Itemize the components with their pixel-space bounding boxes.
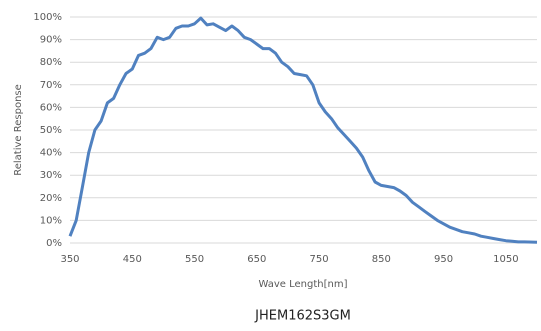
y-tick-label: 70% [40, 80, 62, 91]
chart-title: JHEM162S3GM [254, 309, 351, 324]
y-tick-label: 30% [40, 170, 62, 181]
y-axis-label: Relative Response [13, 84, 24, 176]
y-tick-label: 80% [40, 57, 62, 68]
x-tick-label: 950 [434, 254, 453, 265]
x-tick-label: 750 [310, 254, 329, 265]
y-tick-label: 0% [46, 238, 62, 249]
x-tick-label: 1050 [493, 254, 518, 265]
x-tick-label: 650 [247, 254, 266, 265]
x-axis-label: Wave Length[nm] [259, 279, 348, 290]
x-tick-label: 550 [185, 254, 204, 265]
x-tick-label: 450 [123, 254, 142, 265]
data-line [68, 16, 538, 244]
y-tick-label: 40% [40, 148, 62, 159]
x-tick-label: 350 [60, 254, 79, 265]
y-tick-label: 20% [40, 193, 62, 204]
x-tick-label: 850 [372, 254, 391, 265]
y-tick-label: 60% [40, 102, 62, 113]
y-tick-label: 100% [33, 12, 62, 23]
y-tick-label: 50% [40, 125, 62, 136]
y-tick-label: 10% [40, 215, 62, 226]
y-tick-label: 90% [40, 35, 62, 46]
